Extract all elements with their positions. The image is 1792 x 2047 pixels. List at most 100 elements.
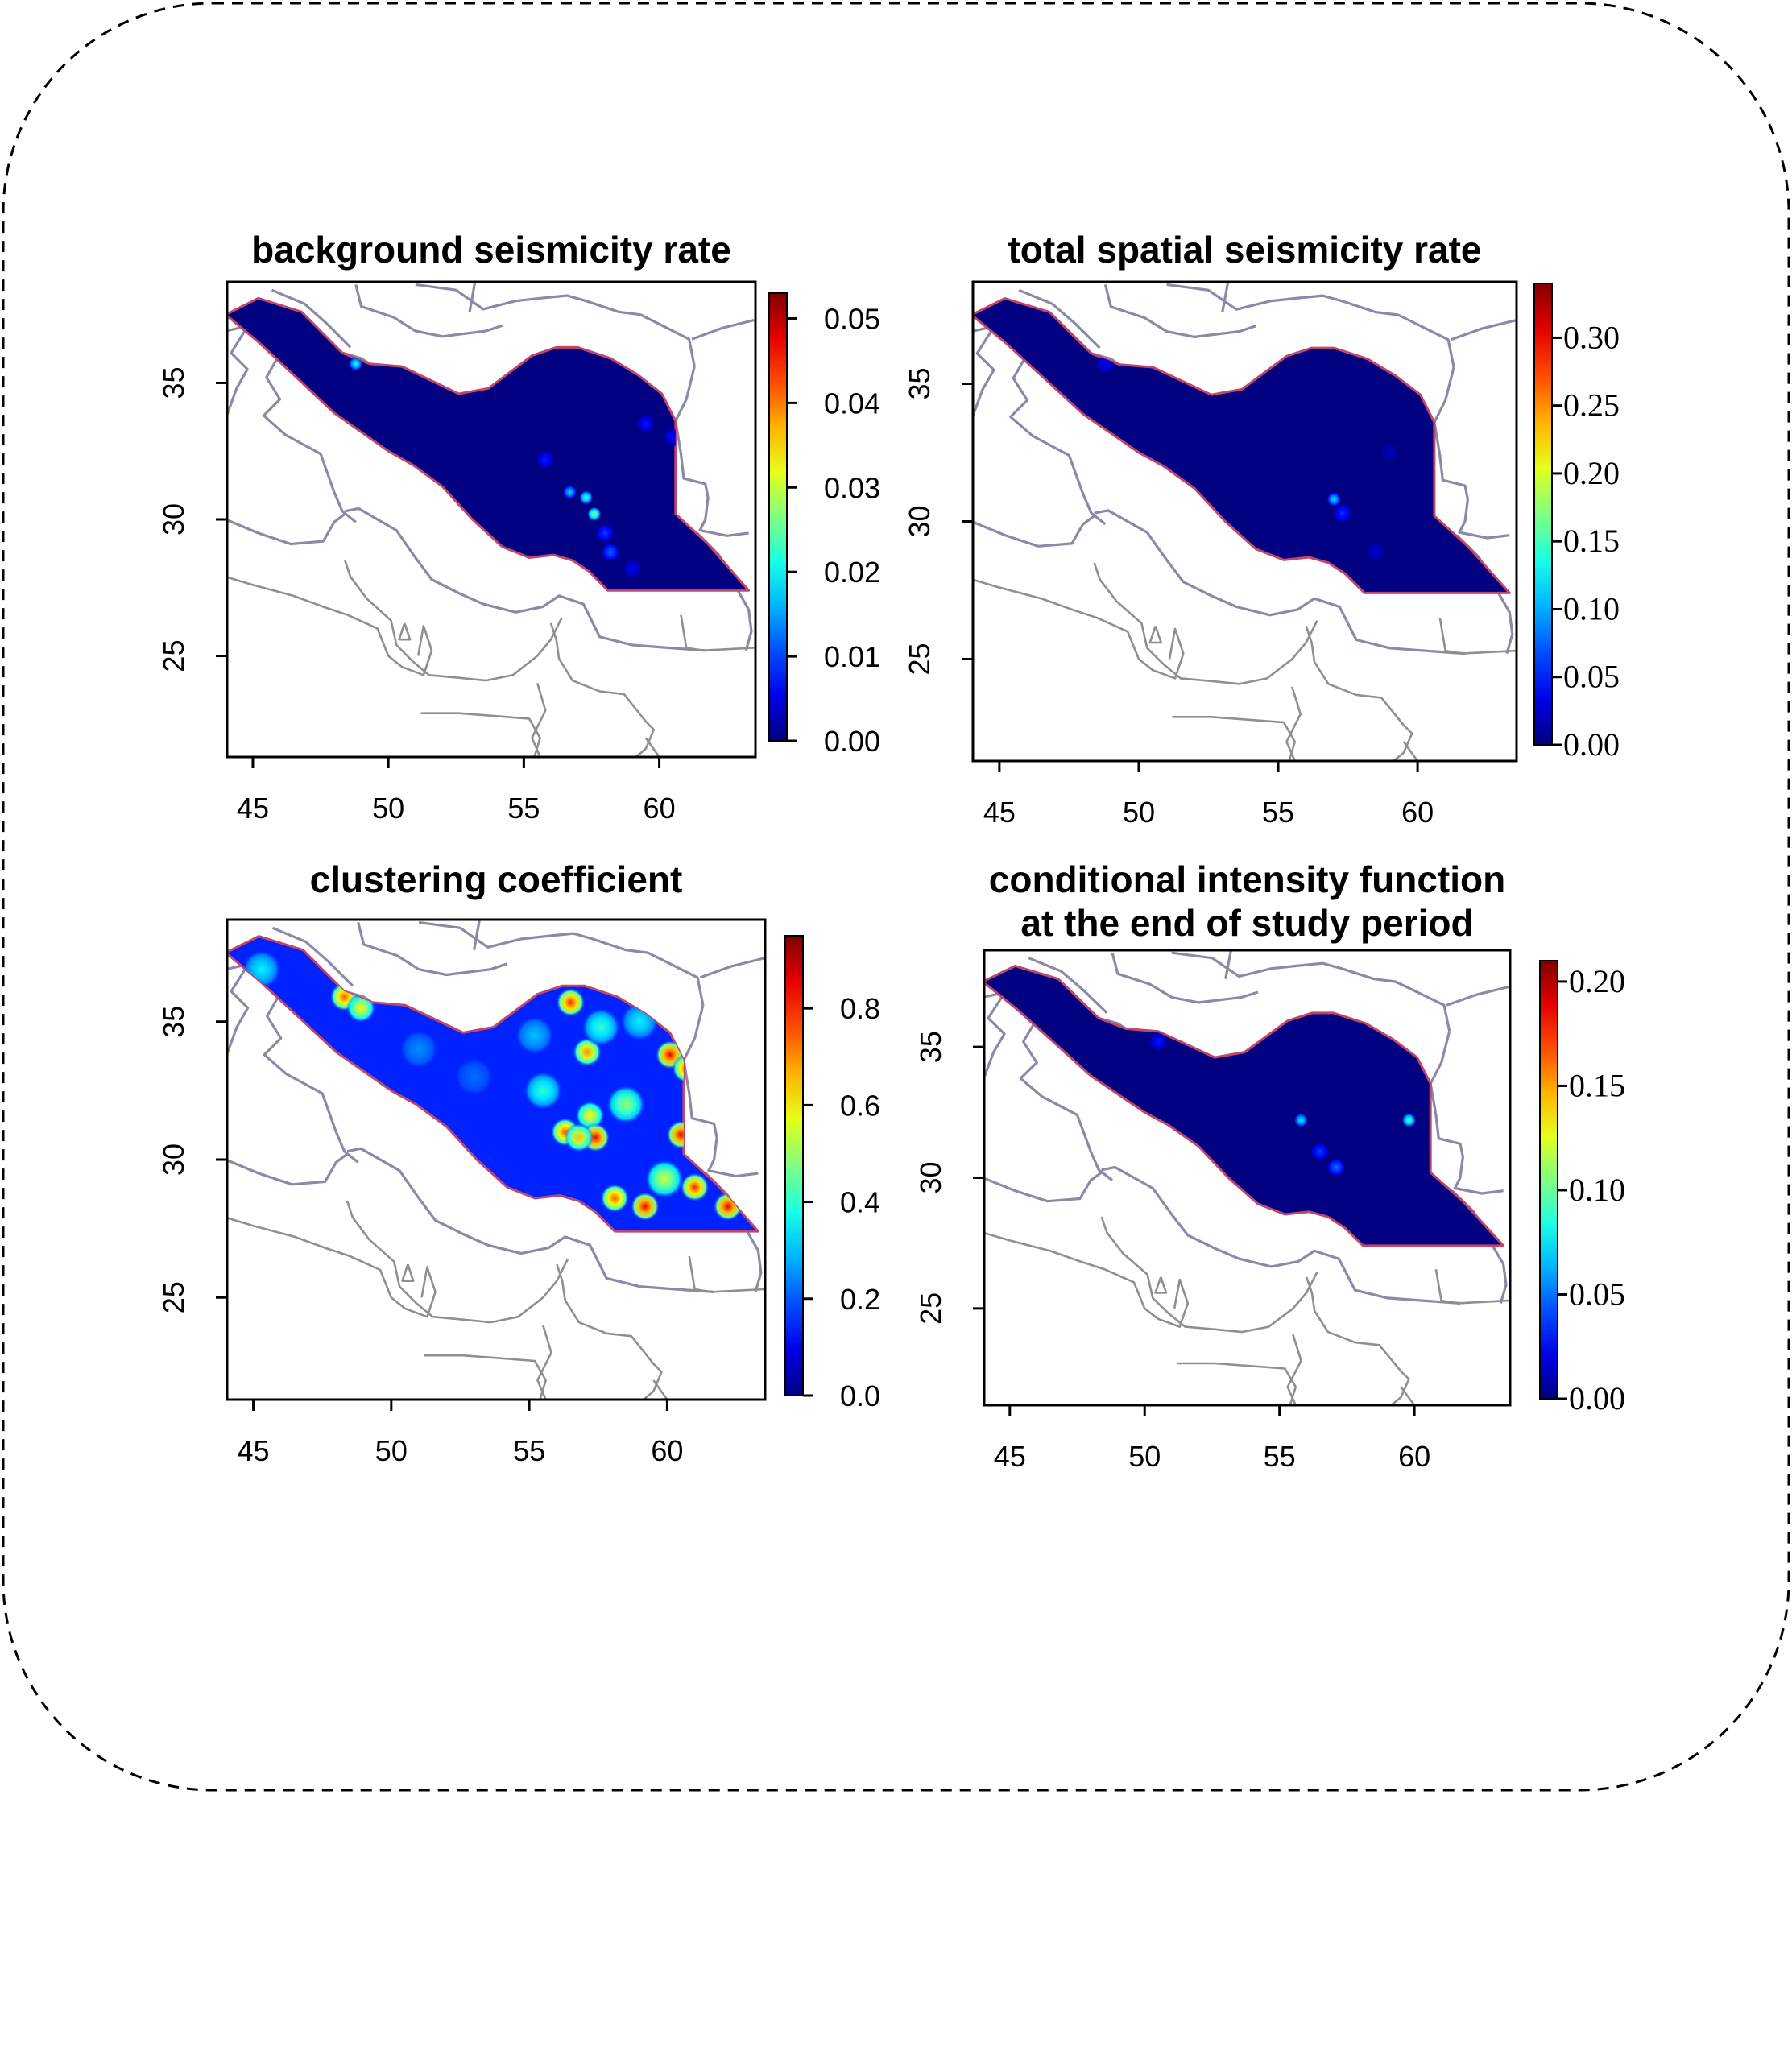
colorbar-tick-label: 0.30 bbox=[1563, 319, 1620, 355]
hotspot bbox=[586, 507, 602, 522]
country-boundary bbox=[1154, 1276, 1168, 1294]
hotspot bbox=[606, 1085, 646, 1124]
y-tick-label: 35 bbox=[903, 367, 936, 399]
panel-title: conditional intensity function bbox=[989, 858, 1505, 900]
colorbar-tick-label: 0.4 bbox=[840, 1186, 880, 1219]
country-boundary bbox=[1101, 1165, 1461, 1305]
hotspot bbox=[644, 1159, 684, 1198]
x-tick-label: 55 bbox=[1262, 796, 1294, 829]
y-tick-label: 30 bbox=[903, 505, 936, 537]
country-boundary bbox=[354, 284, 503, 338]
hotspot bbox=[1366, 542, 1386, 562]
y-tick-label: 35 bbox=[157, 366, 190, 399]
x-tick-label: 45 bbox=[237, 792, 269, 825]
country-boundary bbox=[1094, 509, 1466, 655]
country-boundary bbox=[344, 507, 706, 652]
hotspot bbox=[454, 1057, 494, 1097]
country-boundary bbox=[346, 1200, 569, 1324]
y-tick-label: 30 bbox=[914, 1161, 947, 1193]
y-tick-label: 35 bbox=[914, 1031, 947, 1063]
country-boundary bbox=[271, 288, 352, 349]
country-boundary bbox=[227, 1152, 348, 1186]
country-boundary bbox=[1166, 283, 1455, 368]
country-boundary bbox=[227, 1217, 437, 1318]
country-boundary bbox=[652, 1379, 668, 1400]
intensity-field bbox=[242, 949, 743, 1222]
hotspot bbox=[1326, 492, 1342, 507]
country-boundary bbox=[984, 1171, 1103, 1203]
x-tick-label: 60 bbox=[1398, 1440, 1430, 1473]
country-boundary bbox=[1018, 288, 1101, 349]
country-boundary bbox=[682, 1004, 759, 1178]
country-boundary bbox=[271, 926, 354, 987]
panel-title: clustering coefficient bbox=[310, 858, 683, 900]
country-boundary bbox=[1172, 715, 1297, 761]
hotspot bbox=[581, 1007, 621, 1047]
country-boundary bbox=[1221, 282, 1230, 312]
colorbar bbox=[1539, 960, 1558, 1400]
country-boundary bbox=[418, 920, 705, 1006]
hotspot bbox=[564, 1123, 594, 1152]
study-region bbox=[227, 296, 751, 592]
map-area bbox=[973, 282, 1516, 761]
x-tick-label: 50 bbox=[1128, 1440, 1161, 1473]
hotspot bbox=[600, 1183, 630, 1213]
country-boundary bbox=[973, 515, 1095, 548]
hotspot bbox=[562, 485, 577, 500]
x-tick-label: 55 bbox=[507, 792, 540, 825]
country-boundary bbox=[984, 1231, 1190, 1328]
country-boundary bbox=[1111, 952, 1259, 1004]
hotspot bbox=[1326, 1157, 1347, 1177]
colorbar-tick-label: 0.20 bbox=[1569, 963, 1625, 999]
panel-background: background seismicity rate 45 50 55 60 25 30 35… bbox=[157, 229, 880, 825]
hotspot bbox=[630, 1192, 660, 1222]
hotspot bbox=[1293, 1113, 1309, 1128]
country-boundary bbox=[415, 283, 696, 367]
hotspot bbox=[348, 356, 363, 371]
hotspot bbox=[1401, 1113, 1417, 1128]
x-tick-label: 55 bbox=[1264, 1440, 1296, 1473]
y-tick-label: 35 bbox=[157, 1006, 190, 1038]
colorbar-tick-label: 0.00 bbox=[1569, 1380, 1625, 1416]
colorbar-tick-label: 0.8 bbox=[840, 992, 880, 1025]
hotspot bbox=[620, 1002, 660, 1041]
country-boundary bbox=[1171, 951, 1451, 1032]
x-tick-label: 55 bbox=[513, 1434, 545, 1467]
x-tick-label: 60 bbox=[644, 792, 676, 825]
colorbar-tick-label: 0.02 bbox=[824, 556, 880, 589]
hotspot bbox=[635, 414, 656, 434]
country-boundary bbox=[401, 1263, 415, 1282]
y-tick-label: 25 bbox=[157, 1281, 190, 1313]
y-tick-label: 25 bbox=[914, 1292, 947, 1325]
country-boundary bbox=[1224, 950, 1232, 979]
hotspot bbox=[515, 1015, 554, 1055]
x-tick-label: 45 bbox=[983, 796, 1016, 829]
country-boundary bbox=[549, 622, 656, 757]
colorbar-tick-label: 0.05 bbox=[1569, 1276, 1625, 1312]
hotspot bbox=[578, 490, 594, 505]
country-boundary bbox=[1103, 284, 1256, 338]
country-boundary bbox=[420, 712, 541, 757]
country-boundary bbox=[227, 576, 433, 676]
country-boundary bbox=[1438, 617, 1516, 655]
colorbar-tick-label: 0.05 bbox=[1563, 659, 1620, 695]
country-boundary bbox=[688, 1255, 764, 1293]
colorbar-tick-label: 0.03 bbox=[824, 471, 880, 504]
colorbar-tick-label: 0.05 bbox=[824, 302, 880, 335]
colorbar-tick-label: 0.00 bbox=[1563, 726, 1620, 763]
country-boundary bbox=[1400, 1386, 1416, 1405]
hotspot bbox=[399, 1029, 439, 1069]
x-tick-label: 60 bbox=[651, 1434, 683, 1467]
country-boundary bbox=[1093, 562, 1318, 685]
country-boundary bbox=[1177, 1362, 1297, 1405]
hotspot bbox=[556, 987, 586, 1017]
country-boundary bbox=[556, 1263, 663, 1400]
hotspot bbox=[524, 1071, 563, 1110]
map-area bbox=[227, 282, 755, 757]
country-boundary bbox=[1286, 1334, 1302, 1405]
country-boundary bbox=[1305, 1276, 1410, 1405]
dashed-frame bbox=[2, 2, 1790, 1792]
country-boundary bbox=[1402, 741, 1419, 761]
